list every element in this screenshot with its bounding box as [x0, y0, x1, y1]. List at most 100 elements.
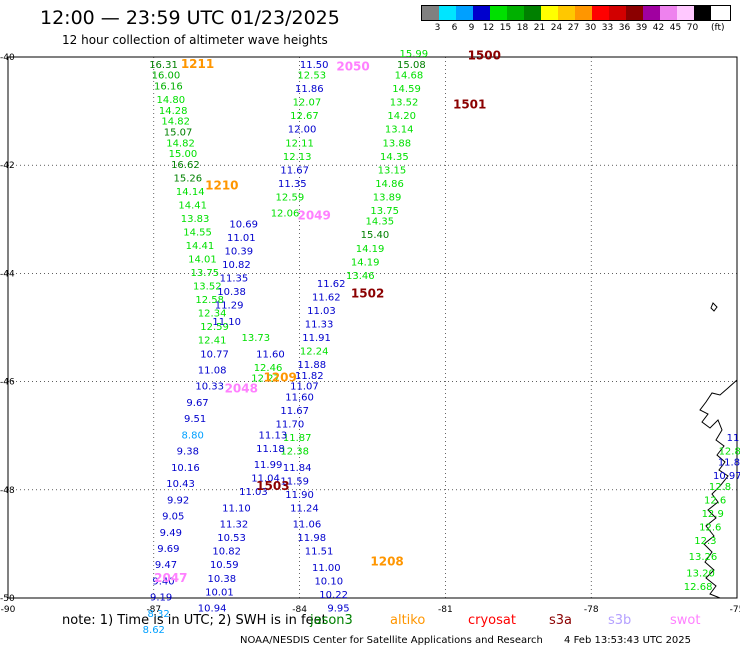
wave-height-reading: 11.51: [305, 547, 334, 558]
wave-height-reading: 12.59: [200, 322, 229, 333]
pass-label: 1501: [453, 97, 486, 111]
wave-height-reading: 13.46: [346, 271, 375, 282]
satellite-jason3: jason3: [310, 613, 353, 628]
wave-height-reading: 10.38: [217, 287, 246, 298]
scale-cell: [558, 6, 575, 20]
satellite-altiko: altiko: [390, 613, 426, 628]
lon-tick-label: -81: [438, 605, 453, 615]
wave-height-reading: 11.07: [290, 382, 319, 393]
wave-height-reading: 10.77: [200, 349, 229, 360]
scale-unit: (ft): [711, 23, 725, 33]
wave-height-reading: 11.70: [276, 420, 305, 431]
wave-height-reading: 9.47: [155, 560, 177, 571]
wave-height-reading: 10.01: [205, 587, 234, 598]
scale-cell: [677, 6, 694, 20]
wave-height-reading: 14.82: [166, 138, 195, 149]
wave-height-reading: 11.08: [198, 365, 227, 376]
pass-label: 2047: [154, 571, 187, 585]
wave-height-reading: 13.20: [686, 568, 715, 579]
wave-height-reading: 11.35: [220, 274, 249, 285]
lon-tick-label: -87: [146, 605, 161, 615]
wave-height-reading: 9.51: [184, 414, 206, 425]
wave-height-reading: 12.00: [288, 125, 317, 136]
scale-label: 12: [482, 23, 495, 33]
scale-cell: [626, 6, 643, 20]
pass-label: 2048: [225, 381, 258, 395]
wave-height-reading: 13.52: [390, 98, 419, 109]
wave-height-reading: 10.39: [225, 246, 254, 257]
wave-height-reading: 11.10: [212, 317, 241, 328]
wave-height-reading: 13.15: [378, 165, 407, 176]
scale-label: 45: [669, 23, 682, 33]
scale-label: 9: [468, 23, 475, 33]
wave-height-reading: 11.33: [305, 320, 334, 331]
wave-height-reading: 14.59: [392, 84, 421, 95]
wave-height-reading: 11.87: [283, 433, 312, 444]
scale-cell: [609, 6, 626, 20]
wave-height-reading: 11.60: [256, 349, 285, 360]
wave-height-reading: 16.31: [149, 60, 178, 71]
footer: NOAA/NESDIS Center for Satellite Applica…: [240, 635, 691, 646]
note-line: note: 1) Time is in UTC; 2) SWH is in fe…: [62, 613, 700, 628]
wave-height-reading: 12.8: [719, 447, 740, 458]
wave-height-reading: 9.92: [167, 495, 189, 506]
wave-height-reading: 11.88: [297, 360, 326, 371]
wave-height-reading: 9.05: [162, 512, 184, 523]
lat-tick-label: -42: [0, 161, 15, 171]
wave-height-reading: 10.97: [713, 471, 740, 482]
wave-height-reading: 13.75: [191, 268, 220, 279]
wave-height-reading: 10.82: [212, 547, 241, 558]
wave-height-reading: 9.49: [160, 528, 182, 539]
lat-tick-label: -48: [0, 486, 15, 496]
wave-height-reading: 10.10: [314, 576, 343, 587]
wave-height-reading: 11.04: [251, 474, 280, 485]
wave-height-reading: 14.20: [387, 111, 416, 122]
scale-cell: [473, 6, 490, 20]
wave-height-reading: 10.59: [210, 560, 239, 571]
wave-height-reading: 15.00: [169, 149, 198, 160]
wave-height-reading: 12.3: [694, 536, 716, 547]
wave-height-reading: 10.43: [166, 479, 195, 490]
scale-cell: [507, 6, 524, 20]
wave-height-reading: 15.07: [164, 127, 193, 138]
wave-height-reading: 11.67: [280, 165, 309, 176]
wave-height-reading: 11.13: [259, 430, 288, 441]
map-subtitle: 12 hour collection of altimeter wave hei…: [62, 33, 328, 47]
wave-height-reading: 10.53: [217, 533, 246, 544]
wave-height-reading: 12.67: [290, 111, 319, 122]
scale-cell: [439, 6, 456, 20]
wave-height-reading: 11.29: [215, 301, 244, 312]
scale-label: 6: [451, 23, 458, 33]
wave-height-reading: 9.19: [150, 593, 172, 604]
wave-height-reading: 11.62: [317, 279, 346, 290]
wave-height-reading: 11.84: [718, 457, 740, 468]
wave-height-reading: 10.94: [198, 604, 227, 615]
wave-height-reading: 11.: [727, 433, 740, 444]
lat-tick-label: -40: [0, 53, 15, 63]
pass-label: 1208: [370, 555, 403, 569]
wave-height-reading: 14.19: [351, 257, 380, 268]
scale-cell: [541, 6, 558, 20]
scale-label: 70: [686, 23, 699, 33]
wave-height-reading: 12.13: [283, 152, 312, 163]
color-scale-legend: 3 6 9 12 15 18 21 24 27 30 33 36 39 42 45 70 (ft): [421, 5, 731, 33]
wave-height-reading: 11.50: [300, 60, 329, 71]
wave-height-reading: 10.69: [229, 219, 258, 230]
lon-tick-label: -84: [292, 605, 307, 615]
wave-height-reading: 10.22: [319, 590, 348, 601]
wave-height-reading: 12.11: [285, 138, 314, 149]
scale-label: 30: [584, 23, 597, 33]
pass-label: 2050: [336, 60, 369, 74]
wave-height-reading: 14.86: [375, 179, 404, 190]
wave-height-reading: 15.99: [399, 49, 428, 60]
scale-cell: [524, 6, 541, 20]
satellite-s3a: s3a: [549, 613, 573, 628]
wave-height-reading: 14.80: [156, 95, 185, 106]
wave-height-reading: 15.26: [173, 173, 202, 184]
wave-height-reading: 9.40: [152, 576, 174, 587]
wave-height-reading: 14.35: [380, 152, 409, 163]
scale-label: 18: [516, 23, 529, 33]
wave-height-reading: 12.34: [198, 309, 227, 320]
coastline: [699, 379, 738, 599]
